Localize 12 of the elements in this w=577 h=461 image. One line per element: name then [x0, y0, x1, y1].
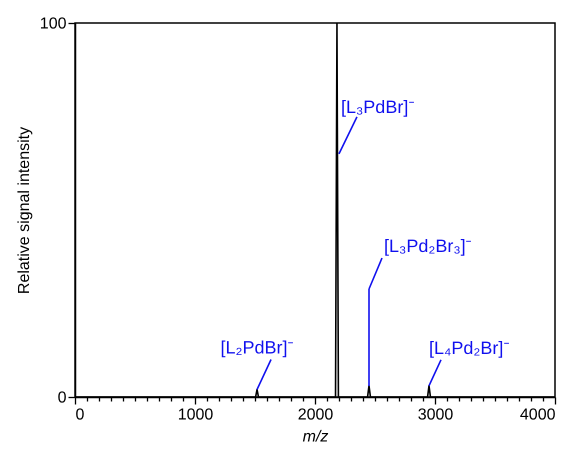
x-tick-label: 0	[76, 406, 84, 424]
x-tick-label: 1000	[178, 406, 214, 424]
annotation: [L₂PdBr]⁻	[220, 338, 294, 358]
x-tick-label: 4000	[520, 406, 556, 424]
y-axis-title: Relative signal intensity	[16, 126, 33, 294]
x-axis-title: m/z	[302, 428, 328, 446]
x-tick-label: 3000	[418, 406, 454, 424]
x-tick-label: 2000	[298, 406, 334, 424]
annotation: [L₃PdBr]⁻	[340, 96, 414, 117]
annotation: [L₄Pd₂Br]⁻	[429, 338, 510, 358]
annotation: [L₃Pd₂Br₃]⁻	[384, 236, 472, 256]
y-tick-label: 100	[40, 16, 67, 32]
